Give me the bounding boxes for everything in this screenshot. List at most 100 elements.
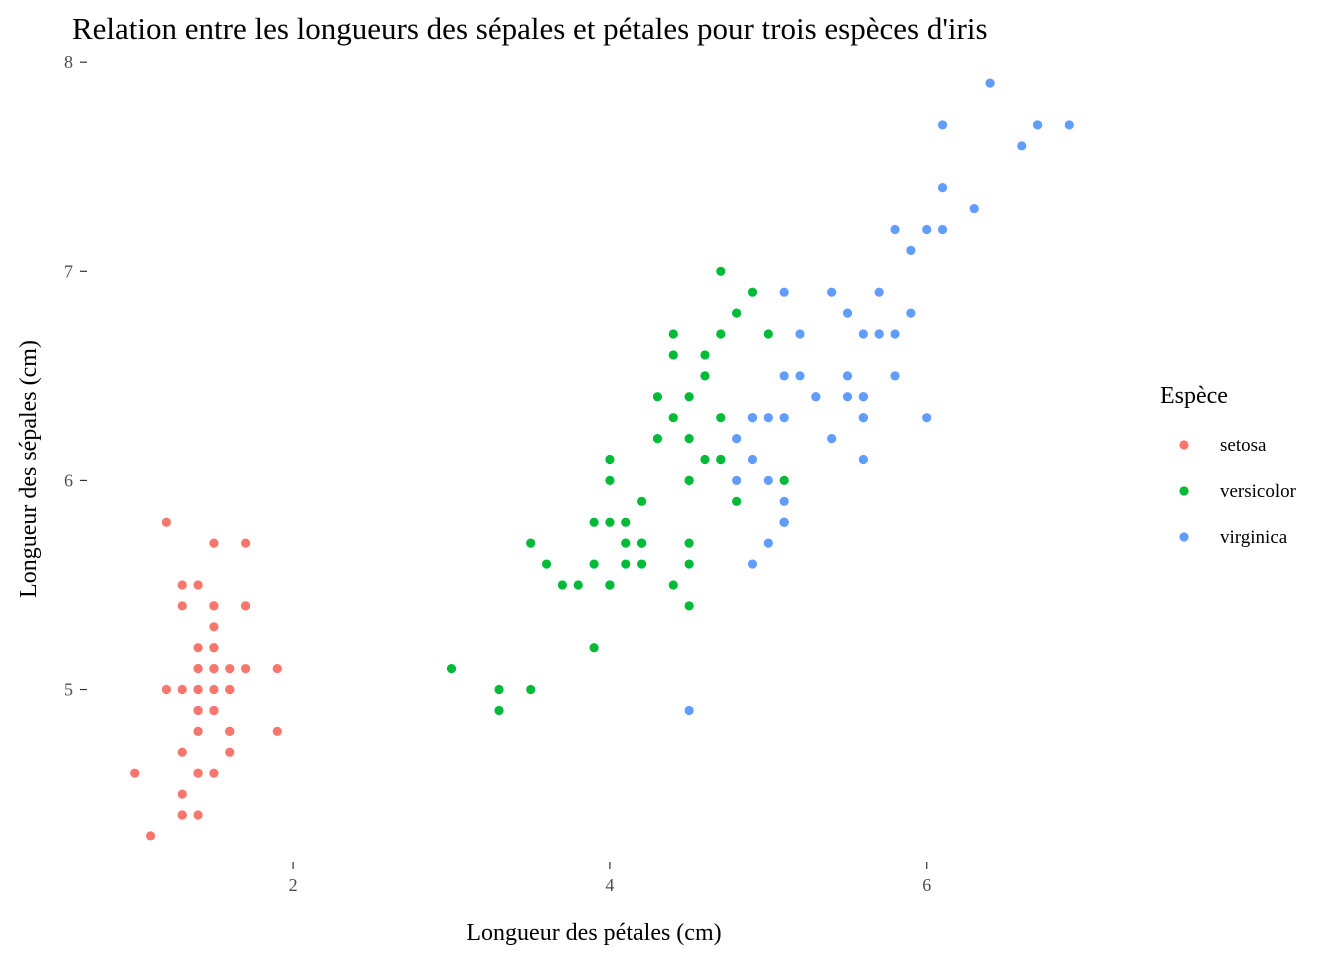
point-setosa — [193, 664, 203, 674]
point-setosa — [209, 601, 219, 611]
y-tick-label: 5 — [64, 680, 73, 700]
point-versicolor — [636, 559, 647, 569]
point-versicolor — [684, 433, 694, 444]
point-versicolor — [668, 350, 678, 360]
point-versicolor — [716, 413, 726, 423]
point-versicolor — [541, 559, 552, 569]
point-setosa — [225, 726, 235, 736]
point-virginica — [890, 224, 900, 235]
point-versicolor — [684, 538, 694, 548]
point-versicolor — [732, 496, 742, 506]
point-versicolor — [747, 287, 758, 297]
point-virginica — [779, 496, 789, 506]
point-versicolor — [636, 496, 647, 506]
point-virginica — [1017, 141, 1027, 151]
point-virginica — [1064, 120, 1074, 130]
point-versicolor — [716, 329, 726, 339]
legend-key-virginica — [1179, 532, 1189, 542]
point-virginica — [779, 287, 789, 297]
point-versicolor — [589, 517, 599, 527]
point-virginica — [1032, 120, 1043, 130]
point-versicolor — [605, 580, 615, 590]
point-setosa — [161, 684, 172, 695]
y-axis-title: Longueur des sépales (cm) — [16, 340, 42, 598]
chart-title: Relation entre les longueurs des sépales… — [72, 11, 988, 46]
point-setosa — [177, 747, 187, 757]
point-setosa — [193, 726, 203, 736]
point-virginica — [874, 329, 884, 339]
point-setosa — [225, 747, 235, 757]
point-versicolor — [684, 475, 694, 486]
point-setosa — [177, 789, 187, 799]
point-virginica — [779, 517, 789, 527]
point-virginica — [937, 224, 948, 235]
point-setosa — [272, 726, 282, 736]
point-virginica — [795, 329, 805, 339]
x-tick-label: 6 — [922, 875, 931, 895]
legend-label-setosa: setosa — [1220, 435, 1267, 456]
point-setosa — [209, 643, 219, 653]
point-virginica — [858, 454, 868, 465]
point-virginica — [779, 371, 789, 381]
point-versicolor — [732, 308, 742, 318]
point-setosa — [193, 768, 203, 778]
point-versicolor — [446, 664, 457, 674]
point-versicolor — [700, 454, 710, 465]
point-virginica — [906, 245, 916, 255]
legend-label-virginica: virginica — [1220, 527, 1288, 548]
point-versicolor — [621, 517, 631, 527]
point-setosa — [209, 622, 219, 632]
point-virginica — [890, 371, 900, 381]
point-setosa — [130, 768, 140, 778]
point-setosa — [209, 538, 219, 548]
point-virginica — [842, 371, 853, 381]
x-tick-label: 4 — [605, 875, 614, 895]
point-setosa — [193, 684, 203, 695]
point-virginica — [827, 433, 837, 444]
point-versicolor — [605, 517, 615, 527]
x-tick-label: 2 — [289, 875, 298, 895]
point-virginica — [763, 538, 773, 548]
point-versicolor — [494, 705, 504, 716]
point-setosa — [209, 705, 219, 716]
point-versicolor — [621, 559, 631, 569]
point-virginica — [795, 371, 805, 381]
point-virginica — [811, 392, 821, 402]
y-axis: 5 6 7 8 — [64, 52, 87, 700]
point-versicolor — [684, 601, 694, 611]
point-setosa — [177, 810, 187, 820]
point-setosa — [209, 664, 219, 674]
point-virginica — [858, 329, 868, 339]
point-virginica — [890, 329, 900, 339]
point-versicolor — [573, 580, 583, 590]
y-tick-label: 8 — [64, 52, 73, 72]
point-virginica — [937, 120, 948, 130]
point-virginica — [732, 433, 742, 444]
point-versicolor — [605, 454, 615, 465]
point-setosa — [177, 684, 187, 695]
point-virginica — [779, 413, 789, 423]
point-virginica — [747, 454, 758, 465]
x-axis: 2 4 6 — [289, 862, 931, 895]
point-virginica — [906, 308, 916, 318]
point-setosa — [241, 664, 251, 674]
point-versicolor — [684, 559, 694, 569]
point-virginica — [858, 413, 868, 423]
point-virginica — [763, 475, 773, 486]
point-setosa — [193, 810, 203, 820]
point-versicolor — [716, 454, 726, 465]
point-versicolor — [494, 684, 504, 695]
point-versicolor — [652, 433, 663, 444]
point-virginica — [732, 475, 742, 486]
point-setosa — [177, 601, 187, 611]
data-points — [130, 78, 1074, 841]
y-tick-label: 6 — [64, 470, 73, 490]
legend-label-versicolor: versicolor — [1220, 481, 1297, 502]
point-virginica — [747, 413, 758, 423]
point-setosa — [161, 517, 172, 527]
point-versicolor — [589, 643, 599, 653]
point-versicolor — [668, 580, 678, 590]
point-setosa — [209, 684, 219, 695]
point-setosa — [241, 601, 251, 611]
